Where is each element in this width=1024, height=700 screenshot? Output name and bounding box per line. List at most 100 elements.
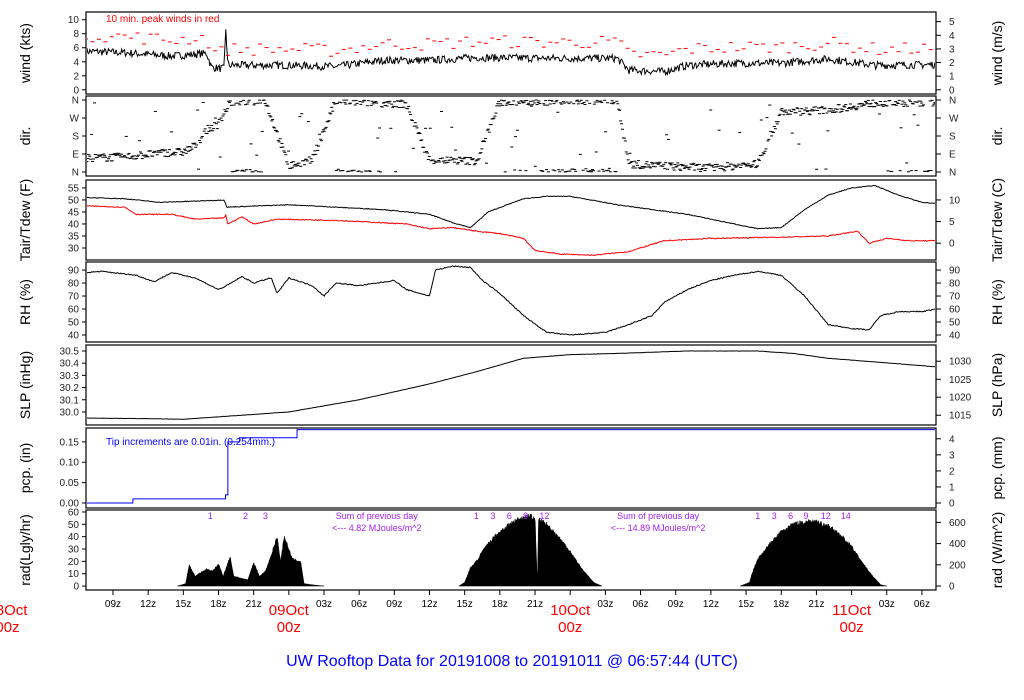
panel-slp: 30.030.130.230.330.4 30.5 1015 1020 1025 1030… — [17, 344, 1005, 426]
tick-label-right: 2 — [949, 58, 955, 69]
daily-sum-label: Sum of previous day — [617, 511, 700, 521]
tick-label-left: 8 — [73, 29, 79, 40]
x-tick-label: 15z — [457, 599, 473, 610]
tick-label-left: 0.15 — [60, 437, 80, 448]
radiation-area — [458, 513, 603, 587]
sun-hour-mark: 3 — [263, 511, 268, 521]
tick-label-left: 30.2 — [60, 383, 80, 394]
panel-pcp: 0.00 0.05 0.10 0.15 0 1 2 3 4 pcp. (in) pcp. (mm) T… — [17, 427, 1005, 509]
tick-label-left: 50 — [68, 318, 80, 329]
x-tick-label: 03z — [879, 599, 895, 610]
tick-label-left: 30.3 — [60, 371, 80, 382]
x-tick-label: 09z — [386, 599, 402, 610]
sun-hour-mark: 9 — [803, 511, 808, 521]
x-tick-label: 03z — [597, 599, 613, 610]
sun-hour-mark: 14 — [841, 511, 851, 521]
tick-label-right: 1025 — [949, 375, 972, 386]
tick-label-left: S — [72, 132, 79, 143]
series-line-rh — [87, 265, 935, 336]
tick-label-right: 1015 — [949, 411, 972, 422]
plot-area — [87, 29, 935, 77]
tick-label-left: W — [70, 114, 80, 125]
x-tick-label: 18z — [210, 599, 226, 610]
tick-label-left: N — [72, 168, 79, 179]
sun-hour-mark: 12 — [539, 511, 549, 521]
tick-label-right: 600 — [949, 518, 966, 529]
tick-label-right: 1 — [949, 72, 955, 83]
tick-label-left: 2 — [73, 71, 79, 82]
tick-label-left: 0.05 — [60, 478, 80, 489]
tick-label-left: 30 — [68, 545, 80, 556]
sun-hour-mark: 12 — [821, 511, 831, 521]
sun-hour-mark: 6 — [788, 511, 793, 521]
plot-area — [87, 429, 935, 504]
tick-label-right: 40 — [949, 330, 961, 341]
tick-label-left: 40 — [68, 219, 80, 230]
tick-label-right: 1020 — [949, 393, 972, 404]
x-tick-label: 21z — [527, 599, 543, 610]
x-tick-label: 09z — [105, 599, 121, 610]
tick-label-right: 0 — [949, 498, 955, 509]
y-axis-label-left: RH (%) — [17, 279, 33, 325]
x-tick-label: 03z — [316, 599, 332, 610]
sun-hour-mark: 1 — [208, 511, 213, 521]
panel-frame — [85, 95, 937, 177]
day-label-time: 00z — [839, 619, 863, 636]
x-tick-label: 12z — [421, 599, 437, 610]
tick-label-right: 5 — [949, 217, 955, 228]
tick-label-right: 5 — [949, 17, 955, 28]
y-axis-label-left: rad(Lgly/hr) — [17, 514, 33, 586]
tick-label-left: 45 — [68, 207, 80, 218]
tick-label-left: 4 — [73, 57, 79, 68]
series-line-tdew — [87, 205, 935, 257]
x-tick-label: 06z — [351, 599, 367, 610]
panel-annotation: 10 min. peak winds in red — [106, 14, 219, 25]
y-axis-label-right: SLP (hPa) — [989, 353, 1005, 417]
daily-sum-value: <--- 4.82 MJoules/m^2 — [332, 523, 422, 533]
daily-sum-value: <--- 14.89 MJoules/m^2 — [611, 523, 706, 533]
x-tick-label: 06z — [914, 599, 930, 610]
panel-frame — [85, 427, 937, 509]
plot-area — [87, 265, 935, 336]
tick-label-left: 70 — [68, 292, 80, 303]
x-tick-label: 12z — [140, 599, 156, 610]
y-axis-label-right: pcp. (mm) — [989, 437, 1005, 500]
sun-hour-mark: 1 — [474, 511, 479, 521]
x-tick-label: 15z — [738, 599, 754, 610]
plot-area — [176, 513, 887, 587]
y-axis-label-right: Tair/Tdew (C) — [989, 178, 1005, 262]
series-line-tair — [87, 184, 935, 230]
radiation-area — [176, 536, 325, 587]
tick-label-left: 30.5 — [60, 346, 80, 357]
tick-label-right: 70 — [949, 292, 961, 303]
tick-label-left: 20 — [68, 557, 80, 568]
plot-area — [87, 99, 935, 173]
panel-frame — [85, 11, 937, 95]
tick-label-left: E — [72, 150, 79, 161]
tick-label-right: 0 — [949, 582, 955, 593]
tick-label-left: 35 — [68, 231, 80, 242]
day-label-date: 10Oct — [550, 602, 591, 619]
tick-label-left: 30.0 — [60, 407, 80, 418]
tick-label-left: 0.10 — [60, 458, 80, 469]
tick-label-left: 40 — [68, 330, 80, 341]
tick-label-right: 0 — [949, 239, 955, 250]
tick-label-left: 6 — [73, 43, 79, 54]
tick-label-right: 90 — [949, 266, 961, 277]
sun-hour-mark: 6 — [507, 511, 512, 521]
tick-label-left: 0.00 — [60, 498, 80, 509]
tick-label-right: 1030 — [949, 357, 972, 368]
plot-area — [87, 350, 935, 420]
tick-label-right: E — [949, 150, 956, 161]
y-axis-label-right: RH (%) — [989, 279, 1005, 325]
tick-label-right: 3 — [949, 44, 955, 55]
tick-label-right: 80 — [949, 279, 961, 290]
tick-label-right: 3 — [949, 450, 955, 461]
tick-label-left: 50 — [68, 520, 80, 531]
sun-hour-mark: 3 — [772, 511, 777, 521]
radiation-area — [739, 518, 887, 587]
tick-label-right: 4 — [949, 31, 955, 42]
